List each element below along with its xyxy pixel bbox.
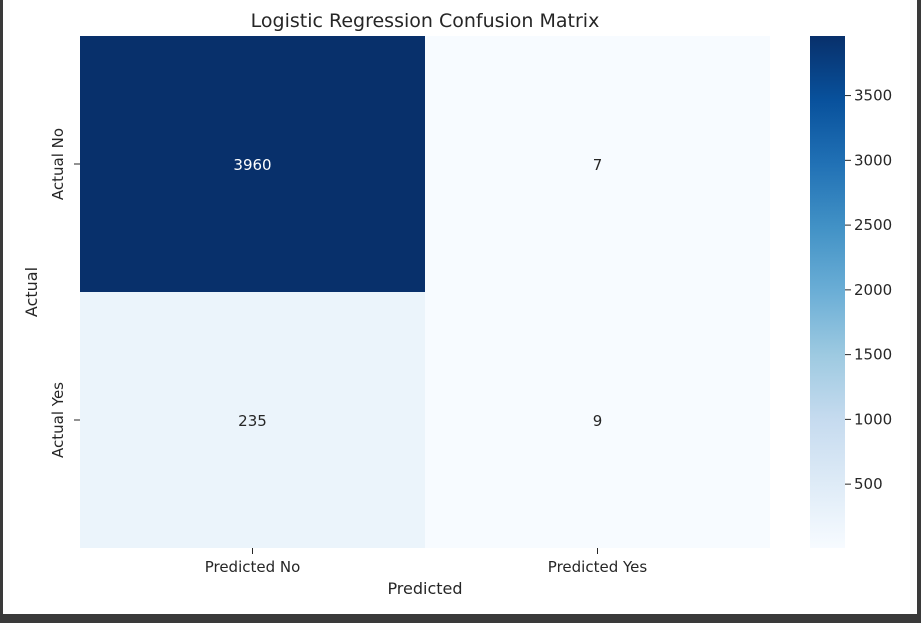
chart-title: Logistic Regression Confusion Matrix <box>251 10 600 32</box>
y-tick-label: Actual No <box>49 128 67 200</box>
colorbar-tick-label: 2500 <box>854 216 892 234</box>
x-axis-ticks: Predicted No Predicted Yes <box>205 548 648 576</box>
colorbar-tick-label: 1000 <box>854 410 892 428</box>
heatmap-cell <box>80 292 425 548</box>
cell-value-label: 3960 <box>233 156 271 174</box>
colorbar <box>810 36 845 548</box>
colorbar-tick-label: 3000 <box>854 151 892 169</box>
colorbar-ticks: 500 1000 1500 2000 2500 3000 3500 <box>845 87 892 493</box>
heatmap-cells <box>80 36 770 548</box>
colorbar-tick-label: 1500 <box>854 346 892 364</box>
confusion-matrix-chart: Logistic Regression Confusion Matrix 396… <box>22 10 892 598</box>
colorbar-tick-label: 500 <box>854 475 883 493</box>
cell-annotations: 3960 7 235 9 <box>233 156 602 430</box>
y-axis-label: Actual <box>22 267 41 317</box>
y-axis-ticks: Actual No Actual Yes <box>49 128 80 458</box>
x-axis-label: Predicted <box>387 579 462 598</box>
y-tick-label: Actual Yes <box>49 382 67 458</box>
x-tick-label: Predicted Yes <box>548 558 648 576</box>
colorbar-tick-label: 3500 <box>854 87 892 105</box>
heatmap-cell <box>425 36 770 292</box>
cell-value-label: 9 <box>593 412 603 430</box>
x-tick-label: Predicted No <box>205 558 301 576</box>
heatmap-cell <box>80 36 425 292</box>
colorbar-tick-label: 2000 <box>854 281 892 299</box>
cell-value-label: 235 <box>238 412 267 430</box>
cell-value-label: 7 <box>593 156 603 174</box>
heatmap-cell <box>425 292 770 548</box>
